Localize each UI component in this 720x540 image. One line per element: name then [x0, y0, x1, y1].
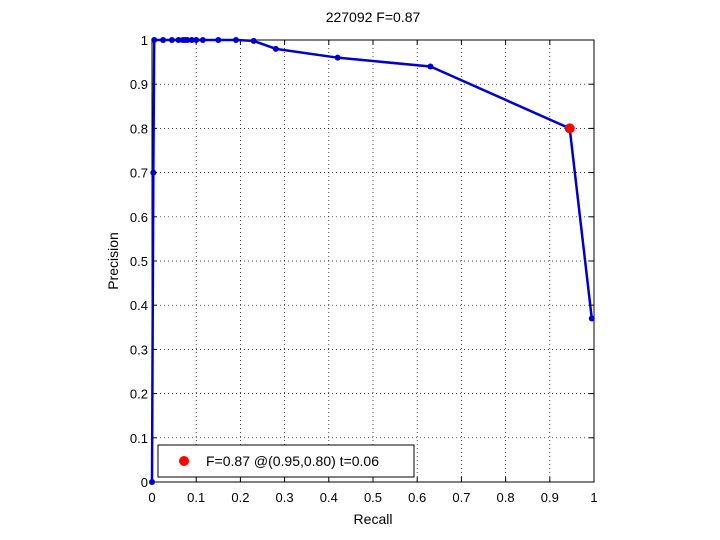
x-tick-label: 0.7 [452, 490, 470, 505]
x-tick-label: 0.4 [320, 490, 338, 505]
y-tick-labels: 0 0.1 0.2 0.3 0.4 0.5 0.6 0.7 0.8 0.9 1 [130, 33, 148, 490]
y-tick-label: 0.1 [130, 431, 148, 446]
data-point [160, 37, 167, 43]
data-point [272, 45, 279, 52]
chart-title: 227092 F=0.87 [326, 9, 421, 25]
data-point [250, 37, 257, 44]
y-axis-label: Precision [105, 232, 121, 290]
data-point [168, 37, 175, 43]
data-point [215, 37, 222, 43]
series-layer [149, 37, 595, 485]
y-tick-label: 0.4 [130, 298, 148, 313]
x-tick-label: 0 [148, 490, 155, 505]
data-point [149, 479, 155, 485]
data-point [150, 169, 157, 176]
best-f-point [564, 123, 575, 134]
y-tick-label: 0.8 [130, 121, 148, 136]
y-tick-label: 0.6 [130, 210, 148, 225]
y-tick-label: 0.7 [130, 166, 148, 181]
grid-lines [152, 40, 594, 482]
data-point [188, 37, 195, 43]
data-point [427, 63, 434, 70]
x-tick-label: 0.9 [541, 490, 559, 505]
legend-marker [179, 456, 189, 466]
legend: F=0.87 @(0.95,0.80) t=0.06 [157, 444, 415, 478]
y-tick-label: 0 [141, 475, 148, 490]
x-tick-label: 0.3 [276, 490, 294, 505]
x-tick-label: 0.1 [187, 490, 205, 505]
data-point [151, 37, 158, 43]
y-tick-label: 0.9 [130, 77, 148, 92]
data-point [334, 54, 341, 61]
data-point [175, 37, 182, 43]
data-point [232, 37, 239, 43]
data-point [199, 37, 206, 43]
legend-label: F=0.87 @(0.95,0.80) t=0.06 [206, 453, 379, 469]
data-point [588, 315, 595, 322]
x-tick-label: 0.5 [364, 490, 382, 505]
y-tick-label: 0.5 [130, 254, 148, 269]
data-point [184, 37, 191, 43]
data-point [193, 37, 200, 43]
y-tick-label: 1 [141, 33, 148, 48]
x-tick-labels: 0 0.1 0.2 0.3 0.4 0.5 0.6 0.7 0.8 0.9 1 [148, 490, 597, 505]
x-tick-label: 1 [590, 490, 597, 505]
y-tick-label: 0.2 [130, 387, 148, 402]
x-axis-label: Recall [354, 511, 393, 527]
y-tick-label: 0.3 [130, 342, 148, 357]
x-tick-label: 0.2 [231, 490, 249, 505]
x-tick-label: 0.8 [497, 490, 515, 505]
x-tick-label: 0.6 [408, 490, 426, 505]
legend-box [157, 444, 415, 478]
